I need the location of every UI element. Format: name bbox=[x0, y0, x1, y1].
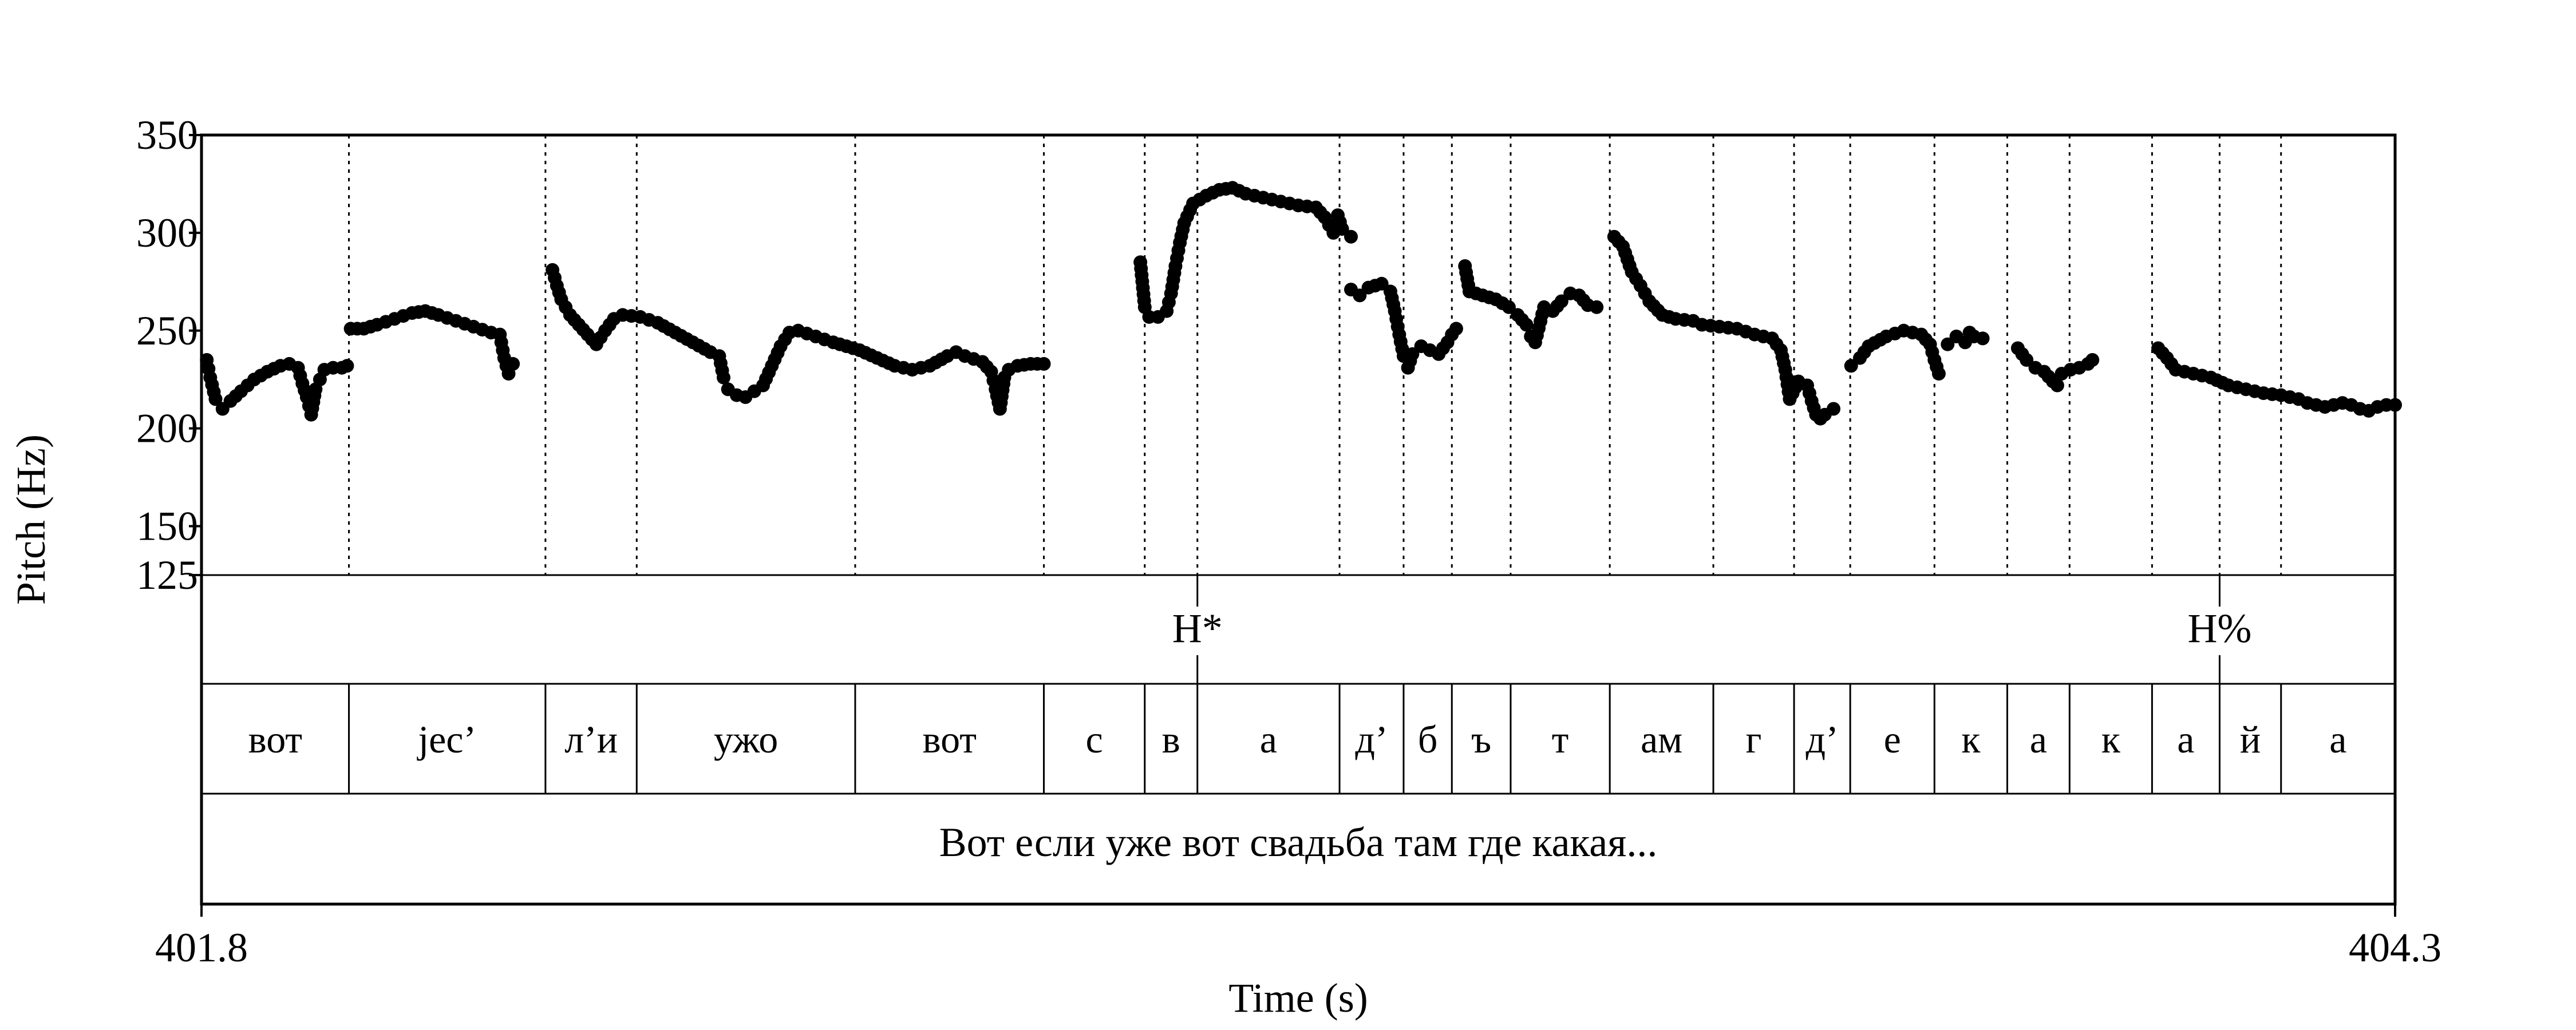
pitch-point bbox=[1344, 229, 1358, 244]
tone-label: H% bbox=[2187, 605, 2251, 651]
segment-label: й bbox=[2240, 718, 2261, 761]
tone-tier: H* H% bbox=[1172, 575, 2251, 684]
segment-label: а bbox=[2177, 718, 2194, 761]
pitch-point bbox=[1037, 356, 1051, 371]
segment-label: д’ bbox=[1805, 718, 1838, 761]
segment-label: ам bbox=[1641, 718, 1682, 761]
segment-label: с bbox=[1086, 718, 1103, 761]
pitch-point bbox=[1405, 347, 1420, 361]
segment-label: в bbox=[1162, 718, 1180, 761]
sentence-tier: Вот если уже вот свадьба там где какая..… bbox=[939, 819, 1658, 865]
y-tick-label: 300 bbox=[136, 210, 198, 256]
pitch-point bbox=[1931, 367, 1946, 381]
y-tick-label: 150 bbox=[136, 504, 198, 549]
pitch-point bbox=[1590, 300, 1604, 314]
pitch-point bbox=[717, 370, 730, 385]
chart-frame bbox=[200, 133, 2397, 906]
segment-label: е bbox=[1884, 718, 1901, 761]
segment-label: к bbox=[2101, 718, 2121, 761]
pitch-point bbox=[1449, 322, 1463, 336]
segment-tier: вот jec’ л’и ужо вот с в а д’ б ъ т ам г д’ е к а к а й а bbox=[248, 684, 2346, 794]
segment-label: ъ bbox=[1471, 718, 1491, 761]
pitch-point bbox=[1827, 402, 1840, 416]
pitch-point bbox=[1502, 300, 1516, 314]
x-tick-label: 401.8 bbox=[155, 925, 248, 970]
pitch-point bbox=[506, 356, 520, 371]
segment-label: ужо bbox=[714, 718, 778, 761]
segment-label: а bbox=[1260, 718, 1277, 761]
segment-label: т bbox=[1552, 718, 1569, 761]
pitch-point bbox=[1374, 276, 1389, 291]
segment-label: jec’ bbox=[417, 718, 476, 761]
pitch-point bbox=[1976, 331, 1990, 346]
pitch-point bbox=[2085, 353, 2100, 367]
segment-label: д’ bbox=[1355, 718, 1388, 761]
x-axis: 401.8 404.3 bbox=[155, 904, 2441, 970]
x-tick-label: 404.3 bbox=[2349, 925, 2441, 970]
pitch-point bbox=[1353, 288, 1367, 303]
segment-label: вот bbox=[248, 718, 302, 761]
pitch-point bbox=[2050, 378, 2064, 393]
pitch-dots-layer bbox=[200, 181, 2402, 426]
segment-label: б bbox=[1418, 718, 1438, 761]
y-tick-label: 350 bbox=[136, 112, 198, 158]
pitch-point bbox=[1941, 337, 1955, 351]
tone-label: H* bbox=[1172, 605, 1223, 651]
y-tick-label: 125 bbox=[136, 552, 198, 598]
sentence-label: Вот если уже вот свадьба там где какая..… bbox=[939, 819, 1658, 865]
pitch-point bbox=[1554, 294, 1568, 308]
segment-label: вот bbox=[922, 718, 976, 761]
segment-label: а bbox=[2030, 718, 2047, 761]
pitch-point bbox=[2020, 353, 2034, 367]
segment-label: к bbox=[1961, 718, 1981, 761]
pitch-point bbox=[1519, 318, 1534, 332]
x-axis-title: Time (s) bbox=[1228, 975, 1368, 1021]
pitch-point bbox=[208, 392, 223, 406]
tier-frame-layer bbox=[200, 133, 2397, 906]
segment-label: г bbox=[1746, 718, 1762, 761]
y-tick-label: 250 bbox=[136, 308, 198, 354]
y-axis-title: Pitch (Hz) bbox=[8, 434, 54, 605]
pitch-point bbox=[340, 359, 354, 373]
pitch-point bbox=[1844, 359, 1858, 373]
segment-label: а bbox=[2329, 718, 2346, 761]
y-tick-label: 200 bbox=[136, 406, 198, 451]
segment-label: л’и bbox=[564, 718, 618, 761]
